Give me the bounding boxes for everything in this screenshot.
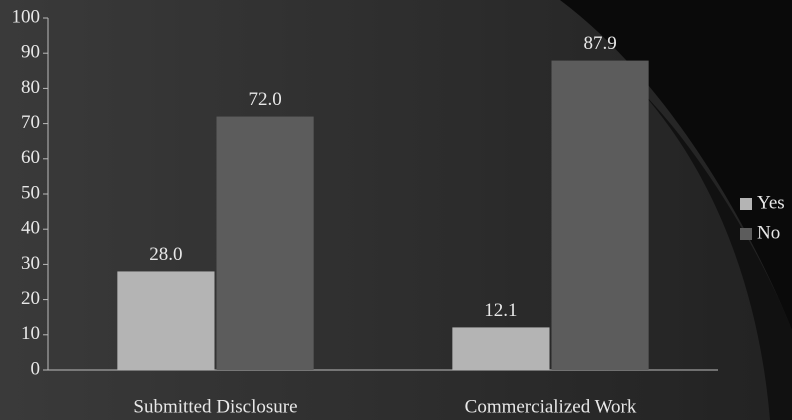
value-label: 12.1 [484,300,517,321]
bar [452,327,550,370]
y-tick-label: 40 [21,218,40,239]
legend-label: No [757,222,780,243]
y-tick-label: 90 [21,42,40,63]
bar [216,116,314,370]
value-label: 87.9 [583,33,616,54]
x-tick-label: Commercialized Work [465,396,637,417]
y-tick-label: 70 [21,112,40,133]
background-curve [640,90,792,420]
y-tick-label: 20 [21,288,40,309]
y-tick-label: 0 [31,358,41,379]
background-curve [560,0,792,330]
value-label: 72.0 [248,89,281,110]
y-tick-label: 50 [21,182,40,203]
legend-swatch [740,198,752,210]
y-tick-label: 60 [21,147,40,168]
x-tick-label: Submitted Disclosure [133,396,297,417]
y-tick-label: 80 [21,77,40,98]
legend-swatch [740,228,752,240]
bar [117,271,215,370]
value-label: 28.0 [149,244,182,265]
bar [551,60,649,370]
y-tick-label: 10 [21,323,40,344]
legend-label: Yes [757,192,785,213]
y-tick-label: 30 [21,253,40,274]
y-tick-label: 100 [12,6,41,27]
